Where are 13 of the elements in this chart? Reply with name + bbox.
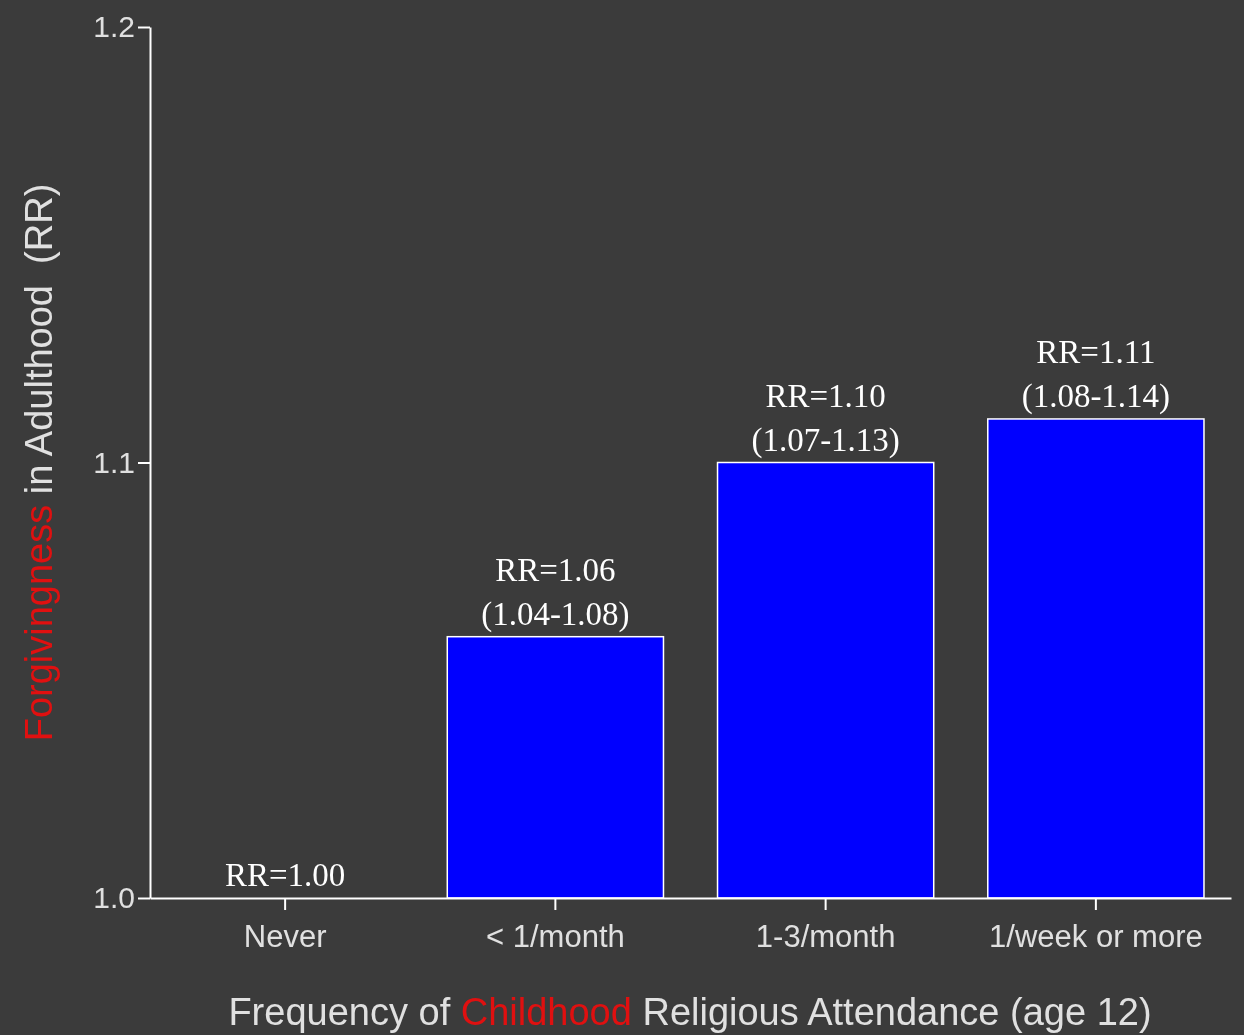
y-tick-label: 1.0 <box>93 881 135 915</box>
x-axis-title: Frequency of Childhood Religious Attendance (age 12) <box>228 991 1152 1033</box>
data-label: RR=1.11 (1.08-1.14) <box>1021 333 1171 415</box>
x-tick-label: 1/week or more <box>989 919 1203 955</box>
data-label: RR=1.06 (1.04-1.08) <box>481 551 630 633</box>
y-axis-title: Forgivingness in Adulthood (RR) <box>18 183 60 742</box>
x-tick-label: Never <box>243 919 327 955</box>
y-tick-label: 1.1 <box>93 445 135 479</box>
y-tick-label: 1.2 <box>93 10 135 44</box>
x-tick-label: 1-3/month <box>755 919 896 955</box>
data-label: RR=1.00 <box>224 857 346 893</box>
data-label: RR=1.10 (1.07-1.13) <box>751 377 900 459</box>
x-tick-label: < 1/month <box>486 919 625 955</box>
